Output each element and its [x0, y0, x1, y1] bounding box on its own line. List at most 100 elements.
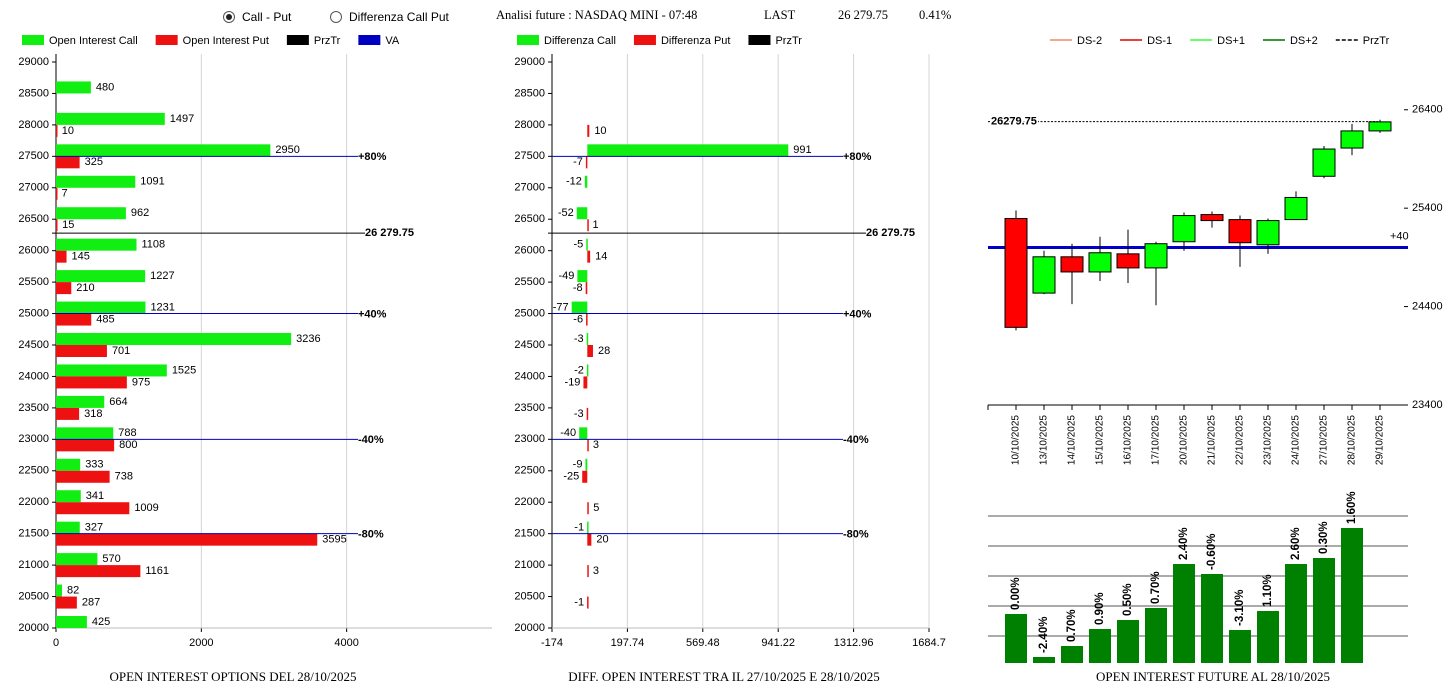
y-tick-label: 21500 — [18, 528, 49, 540]
bar-value-label: -25 — [563, 471, 579, 483]
radio-diff[interactable] — [330, 11, 342, 23]
bar — [56, 407, 80, 420]
bar — [56, 490, 81, 503]
reference-label: -40% — [358, 434, 384, 446]
legend-swatch — [286, 35, 309, 45]
y-tick-label: 23500 — [18, 402, 49, 414]
bar — [1061, 646, 1083, 663]
bar-value-label: 20 — [596, 534, 608, 546]
header-change: 0.41% — [919, 8, 951, 22]
bar — [56, 521, 80, 534]
bar-value-label: 1525 — [172, 364, 196, 376]
y-tick-label: 25000 — [514, 307, 545, 319]
bar — [587, 596, 589, 609]
bar — [584, 175, 588, 188]
bar-value-label: 325 — [85, 156, 103, 168]
y-tick-label: 26400 — [1412, 104, 1443, 116]
bar-value-label: -2 — [574, 364, 584, 376]
bar — [1033, 657, 1055, 663]
chart-title: OPEN INTEREST OPTIONS DEL 28/10/2025 — [110, 669, 357, 684]
header-last: 26 279.75 — [838, 8, 888, 22]
bar — [56, 313, 92, 326]
y-tick-label: 21000 — [514, 559, 545, 571]
x-tick-label: 17/10/2025 — [1151, 415, 1162, 465]
y-tick-label: 21000 — [18, 559, 49, 571]
bar-value-label: 327 — [85, 522, 103, 534]
y-tick-label: 22000 — [514, 496, 545, 508]
legend-label: Differenza Put — [661, 35, 731, 47]
bar — [56, 219, 58, 232]
radio-label[interactable]: Differenza Call Put — [349, 10, 449, 24]
legend-swatch — [748, 35, 771, 45]
reference-label: +40% — [358, 308, 387, 320]
bar-value-label: -3 — [574, 333, 584, 345]
y-tick-label: 27500 — [514, 150, 545, 162]
radio-label[interactable]: Call - Put — [242, 10, 292, 24]
y-tick-label: 25500 — [514, 276, 545, 288]
bar-value-label: 15 — [62, 219, 74, 231]
bar-value-label: 480 — [96, 81, 114, 93]
bar — [1173, 564, 1195, 663]
bar — [56, 187, 58, 200]
legend-label: DS-1 — [1147, 35, 1172, 47]
bar-change-label: 0.50% — [1122, 583, 1134, 616]
bar-value-label: -6 — [573, 313, 583, 325]
candle-body — [1172, 215, 1196, 243]
bar — [583, 376, 588, 389]
bar — [56, 458, 81, 471]
legend-label: DS+1 — [1217, 35, 1245, 47]
bar — [56, 175, 136, 188]
bar — [586, 313, 588, 326]
bar-change-label: 0.30% — [1318, 521, 1330, 554]
x-tick-label: 197.74 — [611, 637, 645, 649]
y-tick-label: 20000 — [18, 622, 49, 634]
legend-label: Open Interest Put — [183, 35, 269, 47]
last-price-label: 26 279.75 — [866, 227, 915, 239]
bar — [56, 301, 146, 314]
bar — [587, 502, 589, 515]
bar-value-label: -77 — [553, 301, 569, 313]
y-tick-label: 24500 — [18, 339, 49, 351]
bar-value-label: 1497 — [170, 113, 194, 125]
bar-value-label: -12 — [566, 176, 582, 188]
bar-value-label: 962 — [131, 207, 149, 219]
candle-body — [1060, 256, 1084, 273]
candle-body — [1256, 220, 1280, 246]
y-tick-label: 22500 — [514, 465, 545, 477]
bar — [56, 144, 271, 157]
bar-value-label: 788 — [118, 427, 136, 439]
candle-body — [1368, 121, 1392, 132]
bar-change-label: 0.90% — [1094, 592, 1106, 625]
y-tick-label: 23000 — [18, 433, 49, 445]
reference-label: -40% — [843, 434, 869, 446]
bar — [56, 112, 165, 125]
bar-value-label: 1091 — [140, 176, 164, 188]
legend-label: Differenza Call — [544, 35, 616, 47]
bar — [1117, 620, 1139, 663]
y-tick-label: 24000 — [18, 370, 49, 382]
bar-value-label: 82 — [67, 584, 79, 596]
y-tick-label: 26000 — [18, 245, 49, 257]
bar — [56, 376, 127, 389]
y-tick-label: 29000 — [18, 56, 49, 68]
x-tick-label: 10/10/2025 — [1011, 415, 1022, 465]
bar — [586, 407, 589, 420]
bar — [56, 565, 141, 578]
bar-value-label: 10 — [594, 125, 606, 137]
bar-value-label: -7 — [573, 156, 583, 168]
bar-change-label: -2.40% — [1038, 617, 1050, 653]
bar-change-label: 1.10% — [1262, 574, 1274, 607]
legend-swatch — [633, 35, 656, 45]
bar — [582, 470, 588, 483]
bar — [587, 565, 589, 578]
y-tick-label: 24400 — [1412, 300, 1443, 312]
bar-value-label: 701 — [112, 345, 130, 357]
x-tick-label: 23/10/2025 — [1263, 415, 1274, 465]
legend-swatch — [22, 35, 44, 45]
bar-value-label: 318 — [84, 408, 102, 420]
bar — [56, 156, 80, 169]
x-tick-label: -174 — [541, 637, 563, 649]
bar-value-label: -49 — [558, 270, 574, 282]
bar-value-label: 7 — [62, 188, 68, 200]
